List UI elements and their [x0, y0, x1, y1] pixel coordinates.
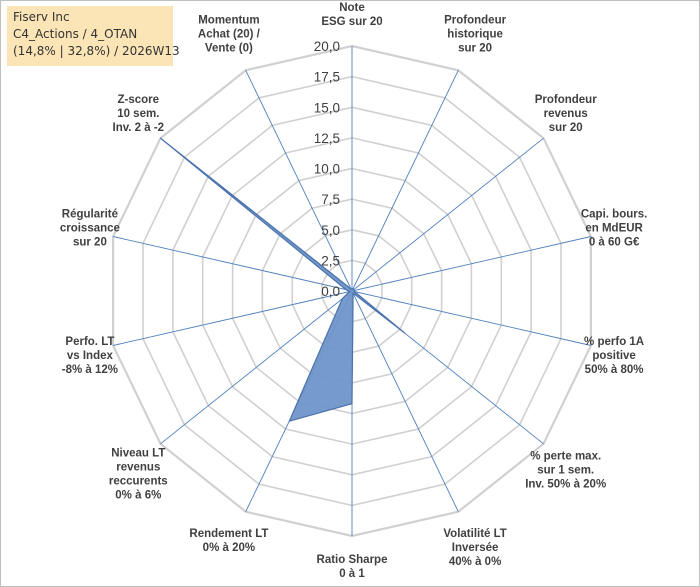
category-label: vs Index: [67, 350, 114, 362]
axis-spoke: [351, 70, 459, 292]
category-label: % perfo 1A: [584, 336, 644, 348]
tick-label: 5,0: [321, 223, 340, 238]
category-label: 0 à 1: [339, 568, 365, 580]
category-label: Régularité: [62, 209, 118, 221]
category-label: Z-score: [118, 94, 160, 106]
axis-spoke: [351, 290, 459, 512]
category-label: Profondeur: [535, 94, 597, 106]
axis-spoke: [351, 290, 592, 346]
category-label: -8% à 12%: [62, 364, 118, 376]
category-label: historique: [447, 29, 503, 41]
category-label: Profondeur: [444, 15, 506, 27]
category-label: revenus: [116, 461, 160, 473]
category-label: sur 20: [73, 237, 107, 249]
category-label: ESG sur 20: [321, 16, 382, 28]
tick-label: 2,5: [321, 253, 340, 268]
category-label: % perte max.: [530, 451, 601, 463]
category-label: Ratio Sharpe: [317, 554, 388, 566]
category-label: Inversée: [452, 542, 499, 554]
tick-label: 17,5: [314, 70, 340, 85]
chart-title-period: (14,8% | 32,8%) / 2026W13: [13, 44, 180, 58]
category-label: Volatilité LT: [443, 528, 506, 540]
category-label: Niveau LT: [111, 447, 165, 459]
category-label: revenus: [544, 108, 588, 120]
category-label: Vente (0): [205, 43, 253, 55]
category-label: Achat (20) /: [198, 29, 261, 41]
axis-spoke: [112, 290, 353, 346]
category-label: en MdEUR: [585, 223, 643, 235]
category-label: sur 1 sem.: [537, 465, 594, 477]
chart-title-portfolio: C4_Actions / 4_OTAN: [13, 27, 138, 41]
category-label: sur 20: [458, 43, 492, 55]
chart-title-box: Fiserv Inc C4_Actions / 4_OTAN (14,8% | …: [7, 6, 180, 66]
category-label: Perfo. LT: [65, 336, 114, 348]
tick-label: 7,5: [321, 192, 340, 207]
category-label: 10 sem.: [117, 108, 159, 120]
axis-spoke: [112, 236, 353, 292]
tick-label: 12,5: [314, 131, 340, 146]
category-label: croissance: [60, 223, 120, 235]
axis-spoke: [160, 290, 353, 445]
category-label: Momentum: [198, 15, 259, 27]
tick-label: 10,0: [314, 162, 340, 177]
axis-spoke: [351, 236, 592, 292]
category-label: reccurents: [109, 475, 168, 487]
category-label: sur 20: [549, 122, 583, 134]
category-label: Capi. bours.: [581, 209, 647, 221]
tick-label: 15,0: [314, 100, 340, 115]
axis-spoke: [351, 137, 544, 292]
category-label: 0% à 6%: [115, 489, 161, 501]
category-label: 40% à 0%: [449, 556, 501, 568]
category-label: 50% à 80%: [585, 364, 644, 376]
axis-spoke: [245, 70, 353, 292]
category-label: Inv. 50% à 20%: [525, 479, 606, 491]
category-label: Rendement LT: [189, 528, 268, 540]
category-label: 0 à 60 G€: [589, 237, 640, 249]
category-label: positive: [592, 350, 635, 362]
category-label: Inv. 2 à -2: [113, 122, 165, 134]
tick-label: 0,0: [321, 284, 340, 299]
chart-title-company: Fiserv Inc: [13, 10, 70, 24]
tick-label: 20,0: [314, 39, 340, 54]
category-label: 0% à 20%: [203, 542, 255, 554]
category-label: Note: [339, 2, 365, 14]
